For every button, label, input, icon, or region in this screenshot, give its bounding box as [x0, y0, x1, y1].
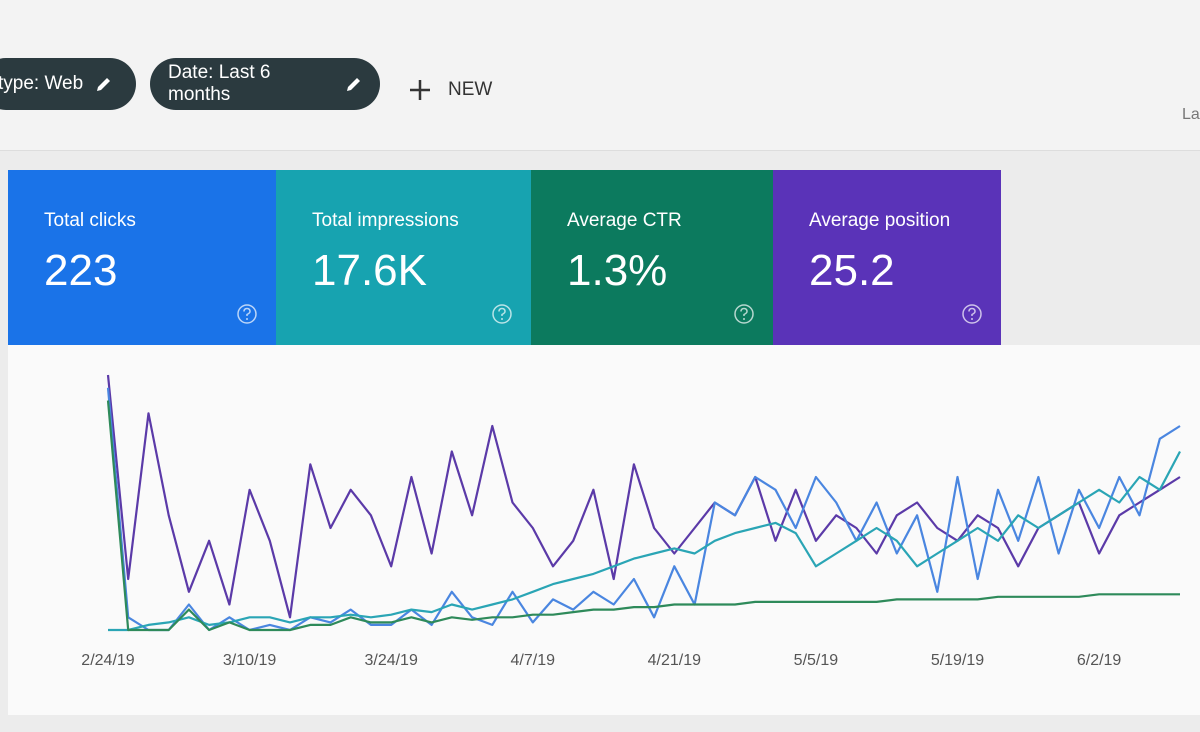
metric-card[interactable]: Total clicks 223	[8, 170, 276, 345]
metric-title: Total impressions	[312, 210, 459, 231]
metric-title: Total clicks	[44, 210, 136, 231]
x-tick-label: 4/7/19	[511, 652, 556, 669]
metric-value: 1.3%	[567, 246, 668, 295]
help-icon[interactable]	[491, 303, 513, 325]
new-label: NEW	[448, 79, 493, 100]
x-tick-label: 3/10/19	[223, 652, 276, 669]
filter-chip[interactable]: Date: Last 6 months	[150, 58, 380, 110]
metric-card[interactable]: Average CTR 1.3%	[531, 170, 773, 345]
chart-background	[8, 345, 1200, 715]
metric-value: 223	[44, 246, 118, 295]
edit-icon	[97, 78, 111, 91]
help-icon[interactable]	[733, 303, 755, 325]
x-tick-label: 5/5/19	[794, 652, 839, 669]
help-icon[interactable]	[236, 303, 258, 325]
new-button[interactable]: NEW	[408, 78, 492, 102]
help-icon[interactable]	[961, 303, 983, 325]
plus-icon	[410, 80, 430, 100]
metric-title: Average position	[809, 210, 951, 231]
x-tick-label: 3/24/19	[364, 652, 417, 669]
x-tick-label: 2/24/19	[81, 652, 134, 669]
cut-label: La	[1182, 106, 1200, 123]
series-line	[108, 450, 1181, 632]
chart: 2/24/19 3/10/19 3/24/19 4/7/19 4/21/19 5/5/19…	[8, 345, 1200, 715]
x-tick-label: 6/2/19	[1077, 652, 1122, 669]
metric-value: 25.2	[809, 246, 895, 295]
metric-value: 17.6K	[312, 246, 427, 295]
metric-card[interactable]: Average position 25.2	[773, 170, 1001, 345]
toolbar: type: Web Date: Last 6 months NEW La	[0, 0, 1200, 151]
series-line	[106, 374, 1181, 619]
metric-title: Average CTR	[567, 210, 682, 231]
x-tick-label: 4/21/19	[648, 652, 701, 669]
filter-label: Date: Last 6 months	[168, 62, 271, 105]
edit-icon	[346, 78, 360, 91]
x-tick-label: 5/19/19	[931, 652, 984, 669]
filter-label: type: Web	[0, 73, 84, 94]
series-line	[106, 400, 1180, 632]
filter-chip[interactable]: type: Web	[0, 58, 136, 110]
metric-card[interactable]: Total impressions 17.6K	[276, 170, 531, 345]
